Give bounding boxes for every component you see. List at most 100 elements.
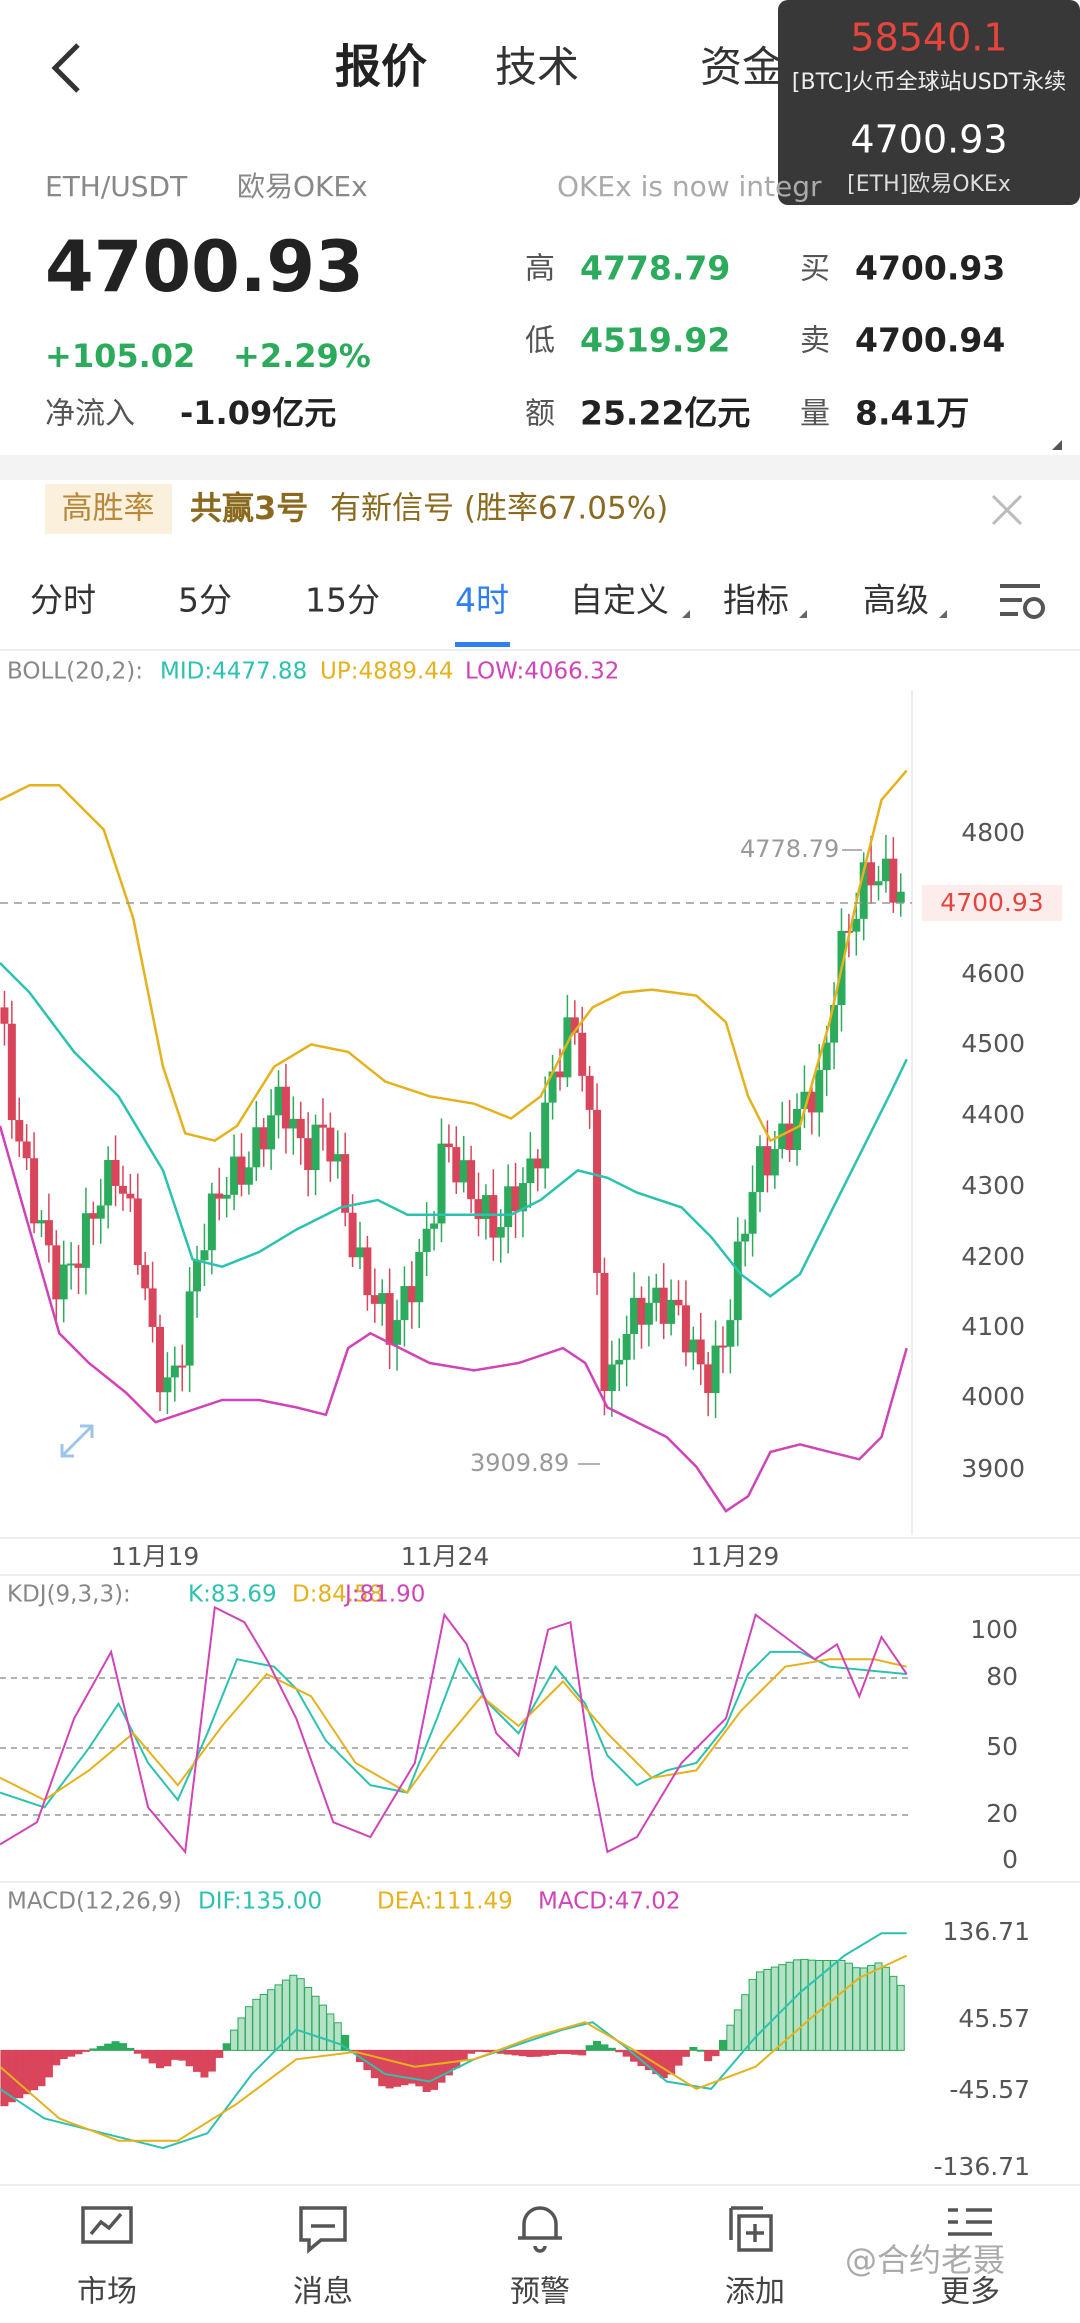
candle-body <box>889 858 898 903</box>
tab[interactable]: 技术 <box>495 43 579 92</box>
y-tick-label: 80 <box>986 1662 1018 1691</box>
macd-bar <box>474 2049 483 2052</box>
legend-item: MID:4477.88 <box>160 659 307 685</box>
dropdown-mark <box>939 610 947 618</box>
candle-body <box>637 1297 646 1325</box>
y-tick-label: 3900 <box>961 1454 1025 1483</box>
macd-bar <box>844 1962 853 2051</box>
macd-bar <box>578 2049 587 2056</box>
candle-body <box>815 1070 824 1113</box>
candle-body <box>15 1120 24 1142</box>
change: +105.02 <box>45 337 195 375</box>
candle-body <box>622 1334 631 1360</box>
interval-tab[interactable]: 15分 <box>305 581 380 620</box>
candle-body <box>141 1265 150 1289</box>
nav-item[interactable]: 消息 <box>293 2206 353 2310</box>
macd-bar <box>230 2029 239 2051</box>
nav-label: 预警 <box>510 2275 570 2310</box>
y-tick-label: 45.57 <box>958 2004 1030 2033</box>
nav-item[interactable]: 预警 <box>510 2206 570 2310</box>
interval-tab[interactable]: 自定义 <box>570 581 669 620</box>
stat-label: 买 <box>800 252 830 287</box>
candle-body <box>785 1123 794 1150</box>
macd-bar <box>741 1994 750 2051</box>
candle-body <box>289 1118 298 1129</box>
badge-text: 高胜率 <box>62 491 155 527</box>
nav-label: 消息 <box>293 2275 353 2310</box>
candle-body <box>763 1146 772 1176</box>
stat-label: 额 <box>525 397 555 432</box>
macd-bar <box>30 2049 39 2091</box>
macd-bar <box>400 2049 409 2086</box>
legend-item: DEA:111.49 <box>377 1889 513 1915</box>
popup[interactable]: 58540.1 [BTC]火币全球站USDT永续 4700.93 [ETH]欧易… <box>778 0 1080 205</box>
macd-bar <box>311 1995 320 2051</box>
candle-body <box>674 1299 683 1306</box>
badge <box>45 484 172 534</box>
macd-bar <box>259 1994 268 2051</box>
interval-tab[interactable]: 指标 <box>723 581 789 620</box>
signal-name: 共赢3号 <box>190 489 308 527</box>
candle-body <box>563 1017 572 1078</box>
x-tick-label: 11月19 <box>111 1542 200 1571</box>
macd-bar <box>193 2049 202 2072</box>
macd-bar <box>370 2049 379 2079</box>
candle-body <box>518 1183 527 1212</box>
tab[interactable]: 报价 <box>335 40 427 94</box>
macd-bar <box>511 2049 520 2056</box>
interval-tab[interactable]: 5分 <box>178 581 232 620</box>
candle-body <box>496 1227 505 1238</box>
macd-bar <box>807 1959 816 2051</box>
interval-tab[interactable]: 高级 <box>863 581 929 620</box>
expand-icon[interactable] <box>60 1424 94 1458</box>
interval-tab[interactable]: 4时 <box>455 581 509 620</box>
macd-bar <box>237 2017 246 2051</box>
candle-body <box>222 1194 231 1199</box>
macd-bar <box>556 2049 564 2054</box>
signal-text: 有新信号 (胜率67.05%) <box>330 491 668 527</box>
candle-body <box>296 1118 305 1139</box>
nav-item[interactable]: 市场 <box>77 2206 137 2310</box>
notice: OKEx is now integr <box>557 170 822 203</box>
macd-bar <box>667 2049 676 2075</box>
macd-bar <box>793 1959 802 2051</box>
candle-body <box>859 862 868 919</box>
y-tick-label: 50 <box>986 1732 1018 1761</box>
candle-body <box>52 1245 61 1300</box>
macd-bar <box>333 2022 342 2051</box>
macd-bar <box>37 2049 46 2087</box>
nav-item[interactable]: 更多 <box>940 2208 1000 2310</box>
nav-icon <box>729 2206 773 2252</box>
macd-bar <box>178 2049 187 2061</box>
candle-body <box>726 1320 735 1347</box>
candle-body <box>304 1138 313 1171</box>
indicator-line <box>0 1650 907 1809</box>
macd-bar <box>585 2045 594 2051</box>
settings-icon[interactable] <box>1000 584 1045 619</box>
candle-body <box>504 1186 513 1228</box>
close-button[interactable] <box>991 494 1023 526</box>
candle-body <box>126 1193 135 1199</box>
interval-tab[interactable]: 分时 <box>30 581 96 620</box>
macd-bar <box>689 2046 698 2051</box>
macd-bar <box>533 2049 542 2057</box>
legend-item: J:81.90 <box>343 1582 425 1608</box>
nav-icon <box>299 2206 347 2254</box>
stat-value: 4700.93 <box>855 249 1005 288</box>
candle-body <box>393 1320 402 1345</box>
candle-body <box>615 1359 624 1365</box>
tab[interactable]: 资金 <box>700 43 784 92</box>
candle-body <box>193 1260 202 1292</box>
nav-icon <box>518 2206 562 2253</box>
high-label: 4778.79 <box>740 835 839 863</box>
popup-bg <box>778 0 1080 205</box>
macd-bar <box>148 2049 157 2064</box>
candle-body <box>207 1193 216 1251</box>
nav-item[interactable]: 添加 <box>725 2206 785 2310</box>
macd-bar <box>733 2009 742 2051</box>
back-button[interactable] <box>51 43 80 93</box>
macd-bar <box>837 1959 846 2051</box>
legend-item: DIF:135.00 <box>198 1889 322 1915</box>
nav-label: 添加 <box>725 2275 785 2310</box>
legend-item: D:84.58 <box>292 1582 383 1608</box>
